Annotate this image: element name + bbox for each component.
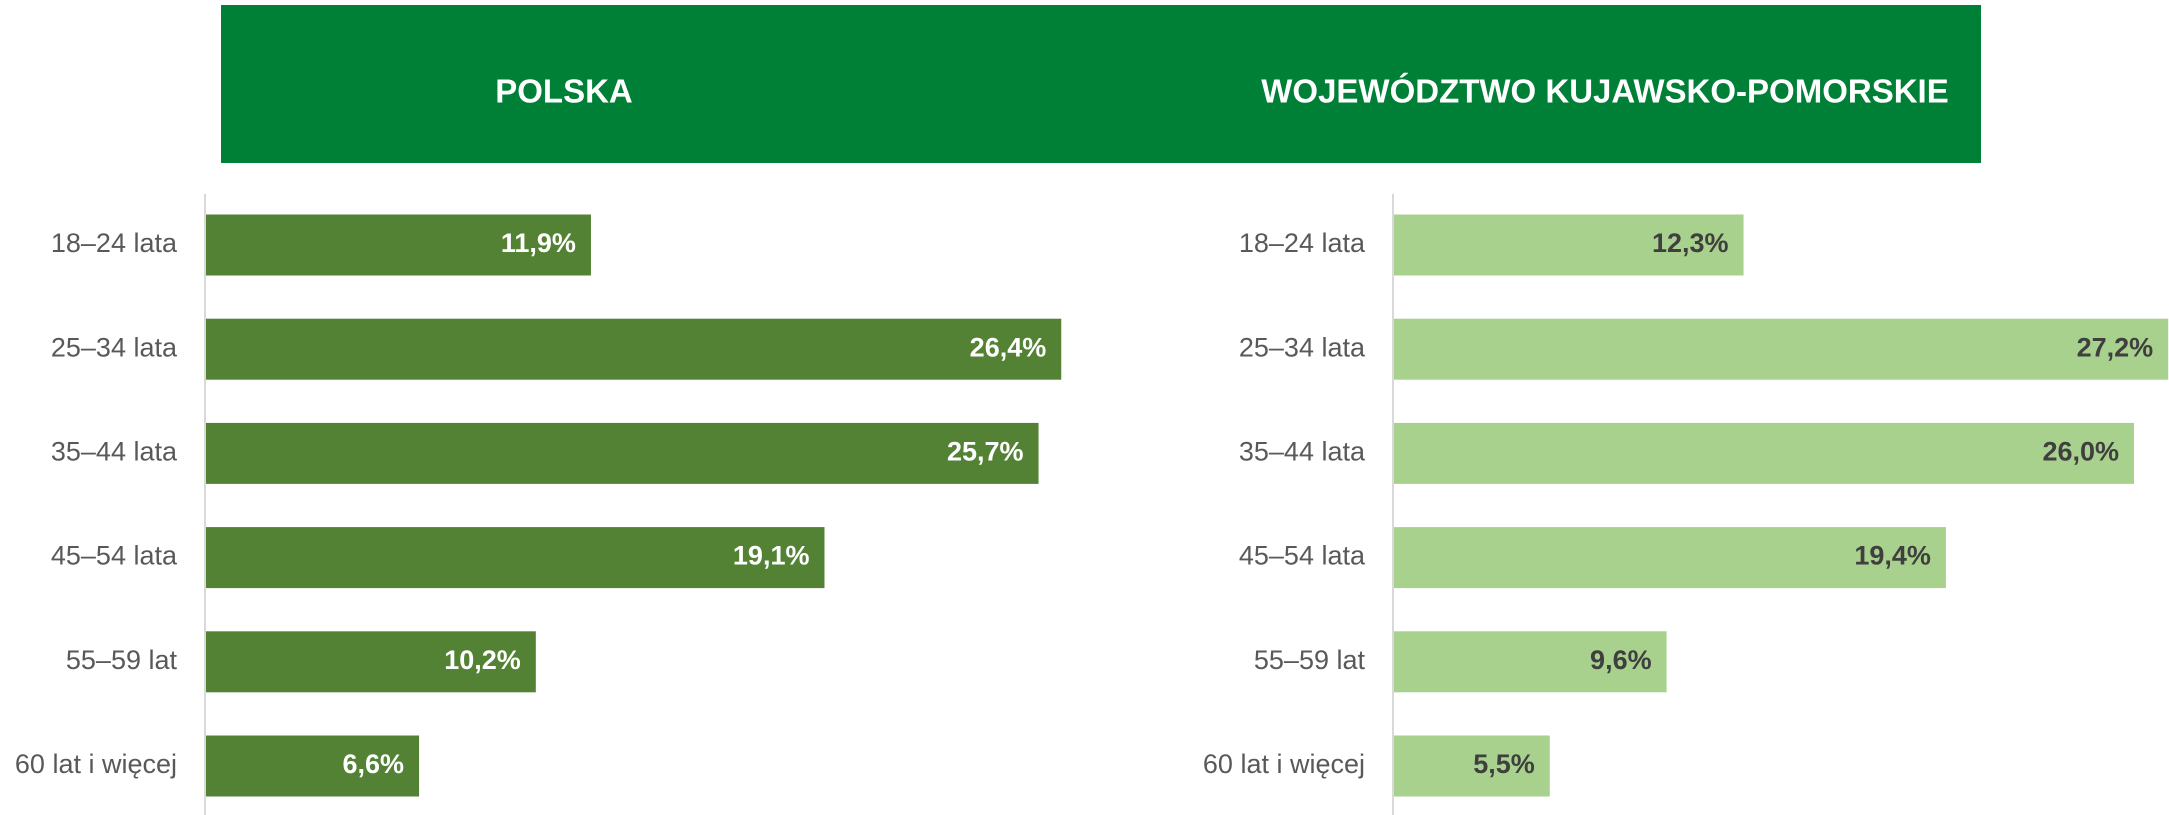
bar [205, 422, 1039, 484]
category-label: 35–44 lata [1239, 437, 1366, 467]
bar [205, 318, 1062, 380]
category-label: 18–24 lata [51, 228, 178, 258]
value-label: 10,2% [444, 645, 521, 675]
value-label: 19,4% [1854, 541, 1931, 571]
value-label: 12,3% [1652, 228, 1729, 258]
value-label: 11,9% [501, 228, 576, 258]
category-label: 35–44 lata [51, 437, 178, 467]
bar [1393, 631, 1667, 693]
chart-title: POLSKA [495, 73, 633, 110]
category-label: 45–54 lata [1239, 541, 1366, 571]
bar [1393, 527, 1946, 589]
value-label: 25,7% [947, 437, 1024, 467]
category-label: 18–24 lata [1239, 228, 1366, 258]
value-label: 26,4% [970, 332, 1047, 362]
bar [205, 631, 536, 693]
bar [1393, 318, 2169, 380]
category-label: 60 lat i więcej [1203, 749, 1365, 779]
category-label: 60 lat i więcej [15, 749, 177, 779]
bar [1393, 214, 1744, 276]
category-label: 25–34 lata [1239, 332, 1366, 362]
value-label: 5,5% [1473, 749, 1535, 779]
category-label: 55–59 lat [66, 645, 178, 675]
header-band [221, 5, 1981, 163]
bar [205, 527, 825, 589]
value-label: 9,6% [1590, 645, 1652, 675]
category-label: 55–59 lat [1254, 645, 1366, 675]
value-label: 26,0% [2042, 437, 2119, 467]
category-label: 25–34 lata [51, 332, 178, 362]
bar [1393, 735, 1550, 797]
bar [1393, 422, 2134, 484]
value-label: 19,1% [733, 541, 810, 571]
chart-title: WOJEWÓDZTWO KUJAWSKO-POMORSKIE [1261, 73, 1949, 110]
bar [205, 735, 420, 797]
value-label: 6,6% [343, 749, 405, 779]
bar [205, 214, 591, 276]
value-label: 27,2% [2077, 332, 2154, 362]
category-label: 45–54 lata [51, 541, 178, 571]
